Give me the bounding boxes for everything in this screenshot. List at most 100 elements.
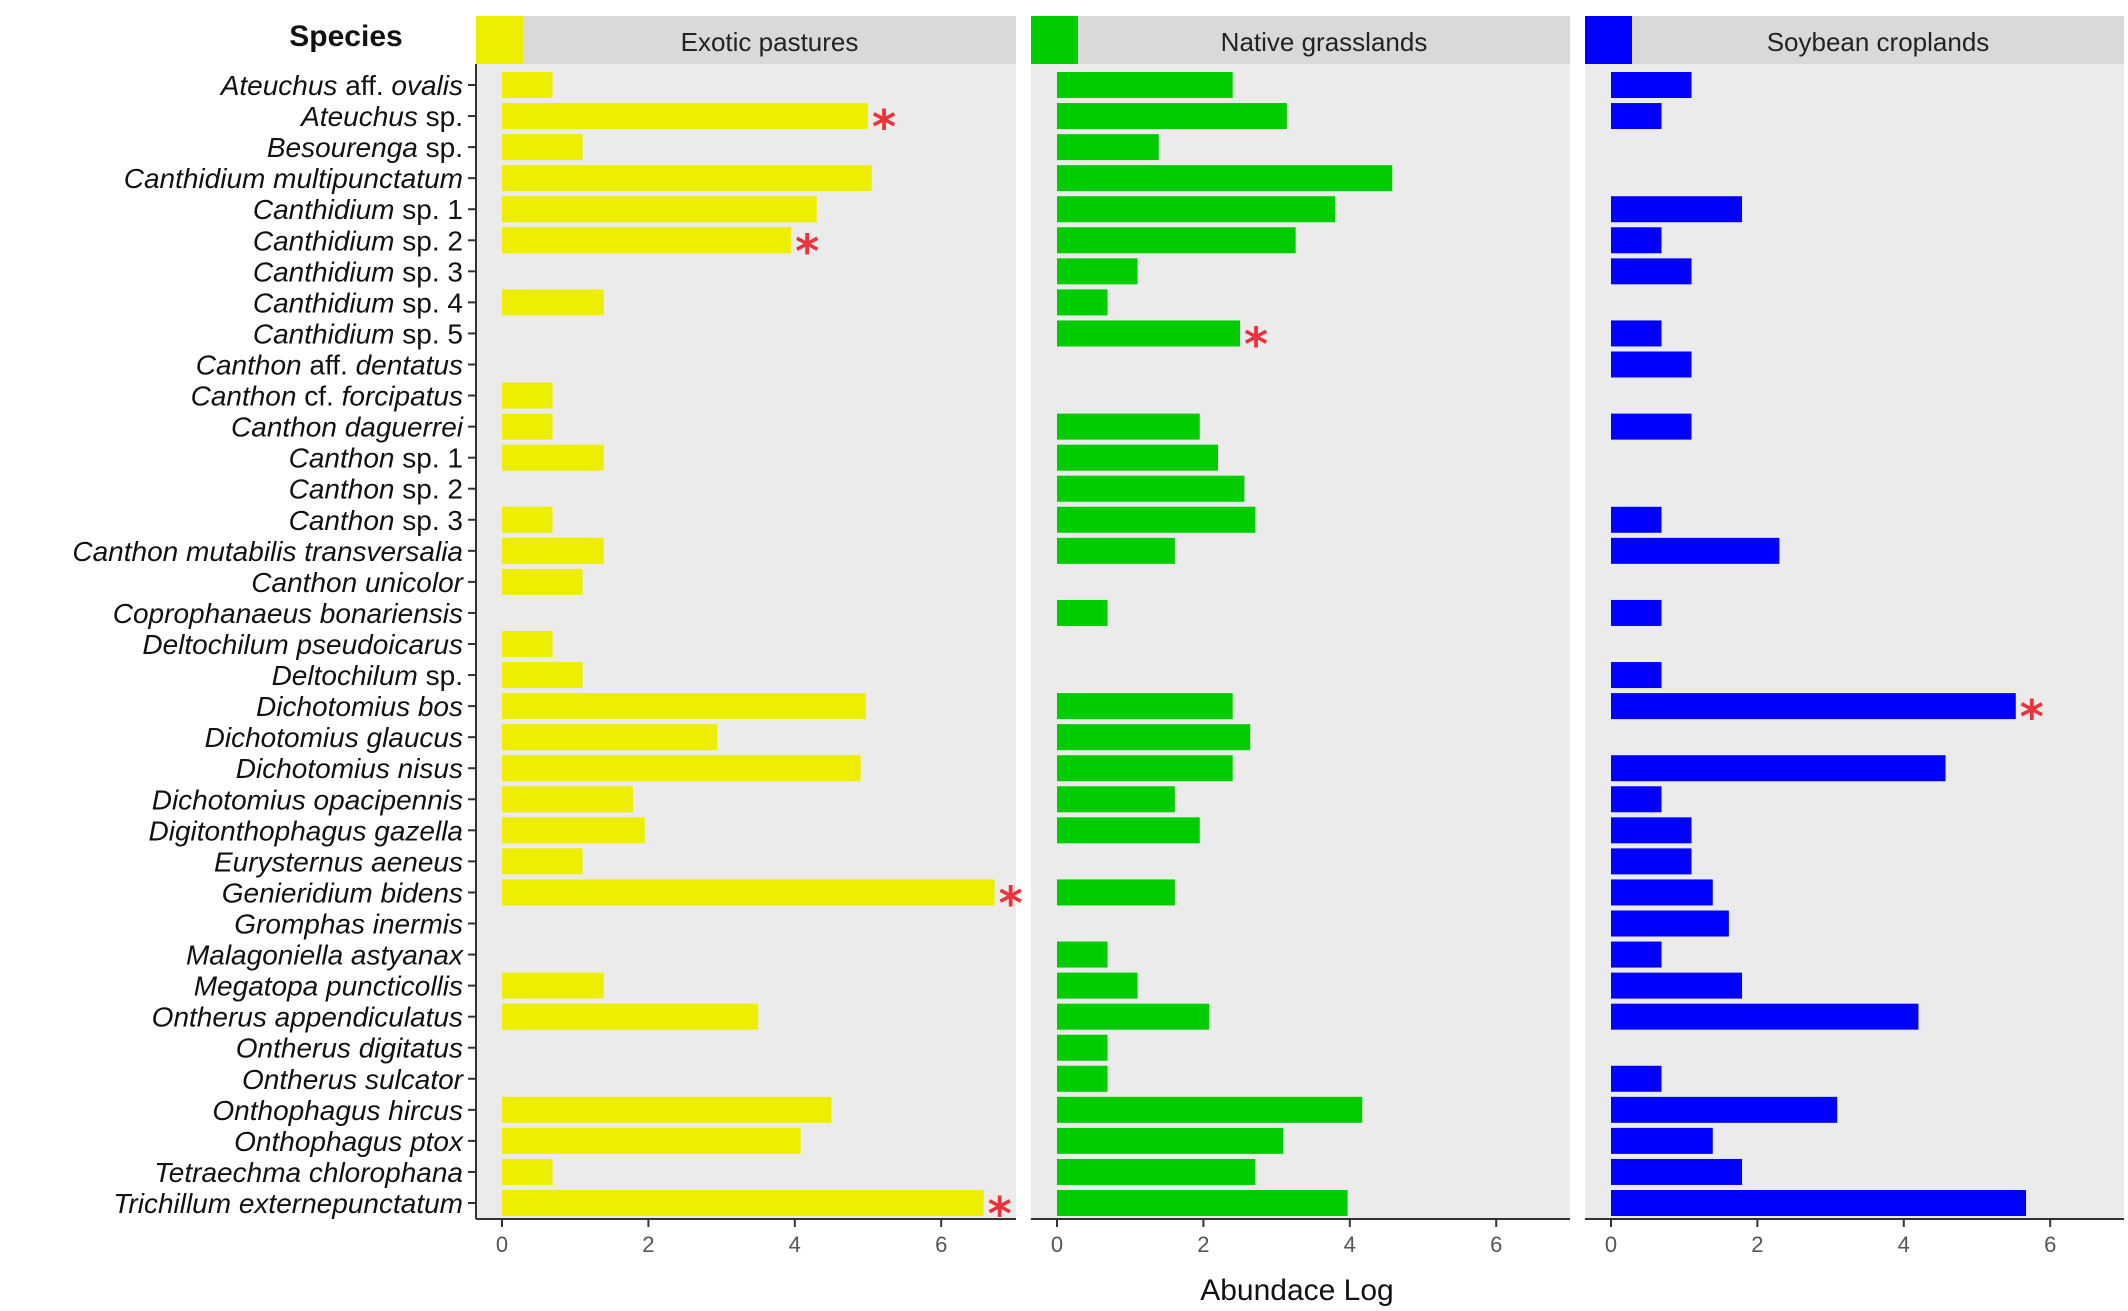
species-label: Dichotomius opacipennis [152,784,463,815]
bar [1057,196,1336,223]
species-label: Ontherus digitatus [236,1033,463,1064]
bar [502,724,718,751]
bar [1057,1190,1348,1216]
species-label: Canthon mutabilis transversalia [72,536,463,567]
species-label: Gromphas inermis [234,909,463,940]
bar [502,382,553,409]
bar [1057,755,1233,782]
bar [1611,320,1662,347]
bar [502,972,604,999]
species-label: Dichotomius nisus [236,753,463,784]
bar [1057,599,1108,626]
bar [502,755,861,782]
bar [502,537,604,564]
bar [1057,1096,1363,1123]
bar [502,1127,801,1154]
species-label: Dichotomius bos [256,691,463,722]
bar [1057,786,1175,813]
bar [1057,413,1200,440]
species-label: Ateuchus sp. [299,101,463,132]
bar [1611,506,1662,533]
bar [502,506,553,533]
species-label: Coprophanaeus bonariensis [113,598,463,629]
bar [1611,103,1662,130]
species-label: Trichillum externepunctatum [113,1188,463,1219]
species-label: Genieridium bidens [222,877,463,908]
bar [1057,1158,1256,1185]
species-label: Eurysternus aeneus [214,846,463,877]
bar [1057,165,1393,192]
bar [502,786,634,813]
x-tick-label: 4 [1344,1232,1356,1257]
bar [502,165,872,192]
bar [1611,196,1743,223]
strip-label: Native grasslands [1221,27,1428,57]
bar [1057,444,1219,471]
x-tick-label: 4 [1898,1232,1910,1257]
x-tick-label: 6 [2044,1232,2056,1257]
bar [1057,693,1233,720]
bar [502,289,604,316]
bar [502,662,583,689]
bar [1611,755,1946,782]
bar [502,879,995,906]
bar [1611,1065,1662,1092]
species-label: Megatopa puncticollis [194,971,463,1002]
species-label: Canthidium sp. 5 [253,318,463,349]
panel-2: Native grasslands * 0 2 4 6 [1031,16,1570,1257]
bar [502,227,792,254]
panel-background [1585,64,2124,1219]
strip-label: Exotic pastures [681,27,859,57]
bar [1057,941,1108,968]
legend-key [1585,16,1632,64]
bar [502,568,583,595]
x-axis-title: Abundace Log [1200,1274,1394,1307]
bar [1611,413,1692,440]
bar [1611,1096,1838,1123]
bar [502,103,868,130]
bar [1057,817,1200,844]
x-tick-label: 0 [1051,1232,1063,1257]
bar [1057,103,1287,130]
bar [502,444,604,471]
species-label: Malagoniella astyanax [186,940,464,971]
strip-label: Soybean croplands [1767,27,1990,57]
bar [1057,1003,1210,1030]
x-tick-label: 4 [789,1232,801,1257]
bar [1611,879,1713,906]
bar [1057,227,1296,254]
x-tick-label: 2 [642,1232,654,1257]
x-tick-label: 0 [1605,1232,1617,1257]
bar [1057,1065,1108,1092]
species-label: Canthon sp. 1 [289,443,463,474]
species-label: Ontherus appendiculatus [152,1002,463,1033]
bar [1611,817,1692,844]
bar [502,631,553,657]
species-label: Ateuchus aff. ovalis [219,70,463,101]
bar [502,1096,832,1123]
strip-background [1031,16,1570,64]
bar [1611,1003,1919,1030]
bar [1057,879,1175,906]
species-label: Canthidium sp. 4 [253,287,463,318]
bar [1611,786,1662,813]
species-label: Canthon sp. 2 [289,474,463,505]
species-header: Species [289,20,402,53]
species-label: Canthidium sp. 3 [253,256,463,287]
bar [1611,848,1692,875]
species-label: Canthon sp. 3 [289,505,463,536]
species-label: Canthon cf. forcipatus [191,381,463,412]
bar [1611,910,1729,937]
x-tick-label: 2 [1751,1232,1763,1257]
species-label: Besourenga sp. [267,132,463,163]
panel-3: Soybean croplands * 0 2 4 6 [1585,16,2124,1257]
bar [502,848,583,875]
bar [502,196,817,223]
species-label: Onthophagus ptox [234,1126,464,1157]
species-label: Dichotomius glaucus [205,722,463,753]
bar [1057,320,1240,347]
bar [1611,258,1692,285]
significance-star: * [795,224,819,278]
species-label: Canthidium multipunctatum [124,163,463,194]
